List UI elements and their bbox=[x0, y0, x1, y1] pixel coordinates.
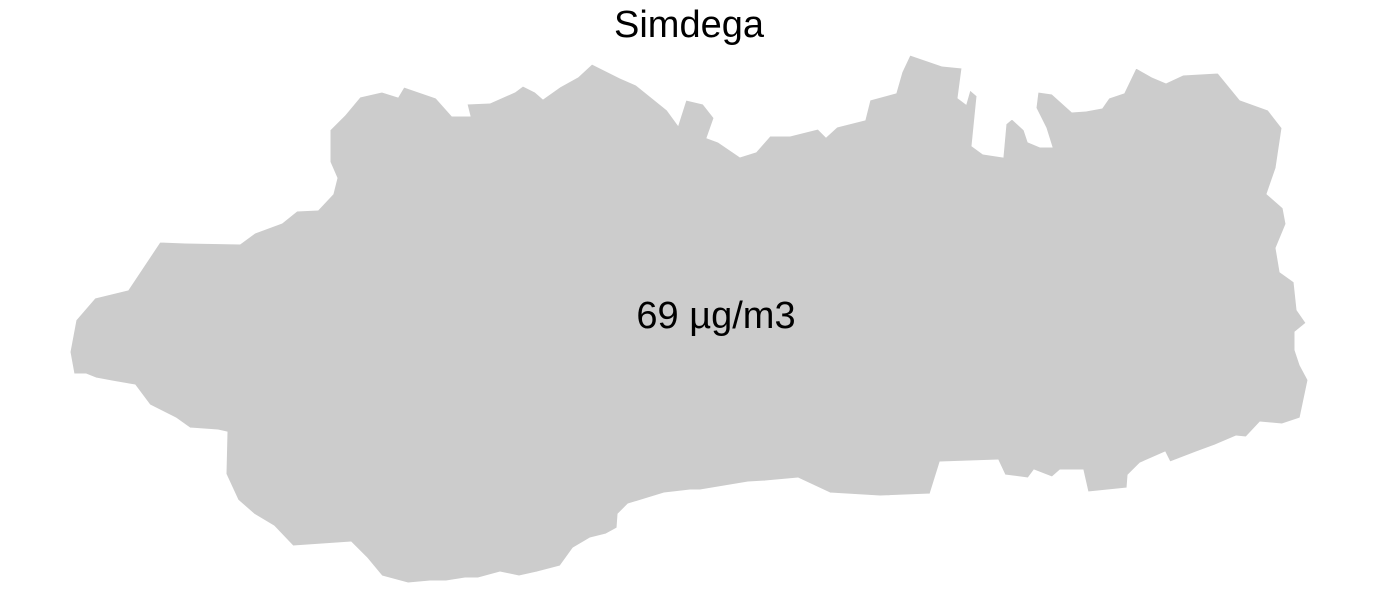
map-title: Simdega bbox=[614, 4, 764, 46]
district-value-label: 69 µg/m3 bbox=[636, 295, 795, 337]
district-shape-simdega bbox=[69, 54, 1309, 584]
